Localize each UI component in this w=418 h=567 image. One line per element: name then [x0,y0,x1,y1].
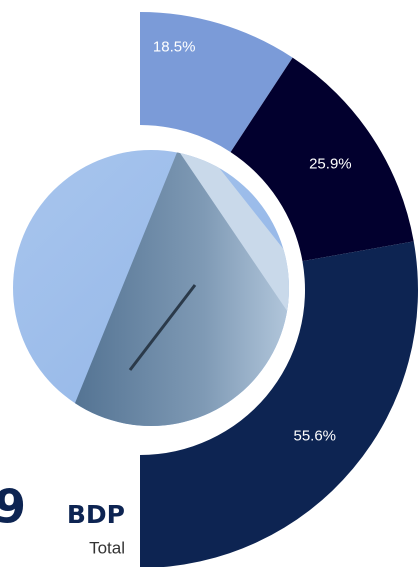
total-value: 9 [0,480,26,534]
data-label: 18.5% [153,38,196,55]
data-label: 25.9% [309,155,352,172]
donut-segment [140,241,418,567]
donut-segment [140,12,293,153]
data-label: 55.6% [293,427,336,444]
total-unit: BDP [67,500,125,529]
total-label: Total [89,538,125,557]
donut [140,12,418,567]
donut-segment [230,57,414,262]
center-photo [13,150,289,426]
